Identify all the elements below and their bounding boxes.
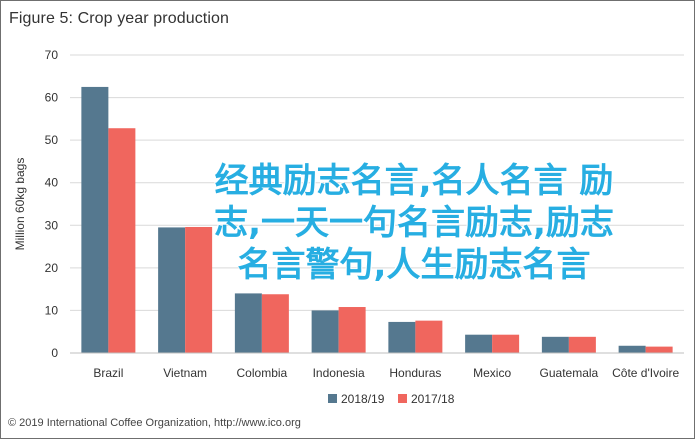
bar-2018-19-indonesia [311,310,339,353]
x-tick-label: Colombia [237,366,288,380]
x-tick-label: Brazil [93,366,123,380]
y-tick-label: 30 [45,218,59,232]
y-tick-label: 20 [45,261,59,275]
y-tick-labels: 0 10 20 30 40 50 60 70 [45,48,59,360]
x-tick-labels: Brazil Vietnam Colombia Indonesia Honduras Me… [93,366,679,380]
x-tick-label: Indonesia [313,366,365,380]
bar-2018-19-brazil [81,86,109,353]
bar-2017-18-vietnam [185,226,213,353]
x-tick-label: Honduras [389,366,441,380]
y-tick-label: 10 [45,303,59,317]
legend-swatch [328,394,337,403]
bar-2017-18-brazil [108,128,136,353]
copyright-credit: © 2019 International Coffee Organization… [8,417,301,429]
y-tick-label: 70 [45,48,59,62]
bars [81,86,673,353]
y-tick-label: 50 [45,133,59,147]
bar-2017-18-indonesia [338,307,366,353]
x-tick-label: Côte d'Ivoire [612,366,679,380]
bar-2017-18-honduras [415,320,443,353]
y-tick-label: 60 [45,91,59,105]
chart-title: Figure 5: Crop year production [9,10,229,27]
bar-2018-19-honduras [388,321,416,353]
legend-label: 2018/19 [341,392,385,406]
bar-2017-18-guatemala [568,336,596,353]
bar-2017-18-colombia [261,294,289,353]
bar-2018-19-mexico [465,334,493,353]
y-tick-label: 0 [51,346,58,360]
y-axis-title: Million 60kg bags [13,158,27,251]
bar-2017-18-mexico [492,334,520,353]
x-tick-label: Vietnam [163,366,207,380]
legend: 2018/19 2017/18 [328,392,455,406]
x-tick-label: Mexico [473,366,511,380]
bar-2017-18-c-te-d-ivoire [645,346,673,353]
bar-2018-19-c-te-d-ivoire [618,345,646,353]
legend-swatch [398,394,407,403]
legend-label: 2017/18 [411,392,455,406]
y-tick-label: 40 [45,176,59,190]
bar-2018-19-vietnam [158,227,186,353]
x-tick-label: Guatemala [540,366,599,380]
bar-2018-19-colombia [234,293,262,353]
bar-2018-19-guatemala [541,336,569,353]
